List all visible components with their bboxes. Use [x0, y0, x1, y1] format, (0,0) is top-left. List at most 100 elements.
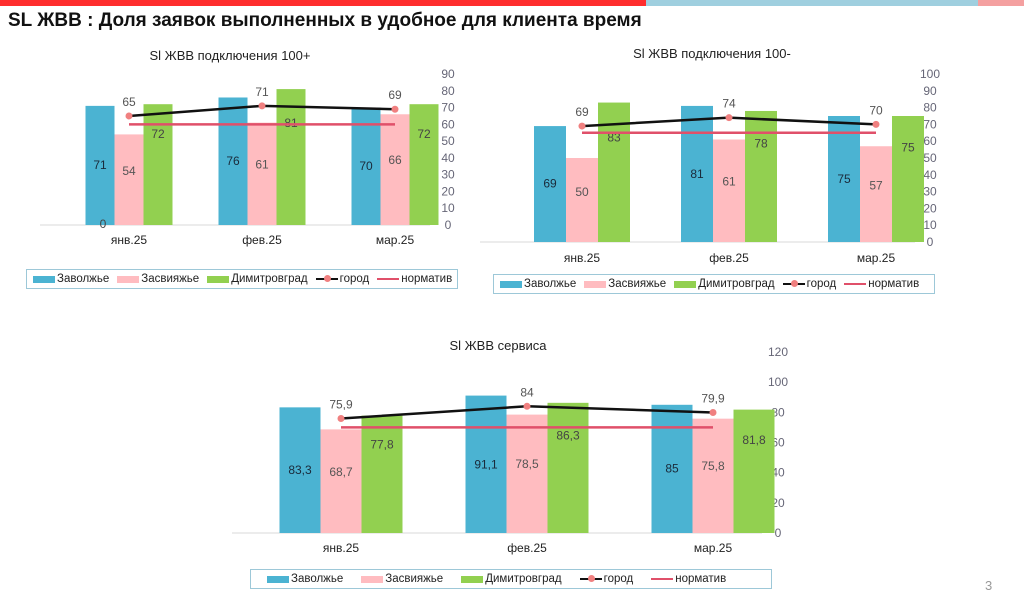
accent-red	[0, 0, 646, 6]
bar-zavolzhye	[351, 107, 381, 225]
legend-label: Димитровград	[485, 573, 562, 585]
y-tick-label: 70	[441, 101, 455, 115]
gorod-marker	[709, 408, 717, 416]
legend-label: Димитровград	[231, 273, 308, 285]
bar-data-label: 81,8	[742, 433, 766, 447]
legend-item-normativ: норматив	[377, 273, 452, 285]
bar-zasviyazhye	[692, 418, 734, 533]
y-tick-label: 30	[441, 168, 455, 182]
legend-line-icon	[651, 578, 674, 580]
legend-label: Заволжье	[524, 278, 577, 290]
y-tick-label: 0	[927, 235, 934, 249]
legend-swatch-icon	[117, 275, 140, 283]
gorod-marker	[125, 112, 133, 120]
bar-zavolzhye	[465, 395, 507, 533]
bar-zasviyazhye	[713, 139, 745, 242]
gorod-marker	[337, 415, 345, 423]
bar-data-label: 69	[543, 177, 557, 191]
y-tick-label: 0	[445, 218, 452, 232]
y-tick-label: 50	[923, 151, 937, 165]
y-tick-label: 80	[923, 101, 937, 115]
legend-swatch-icon	[461, 575, 484, 583]
bar-data-label: 83,3	[288, 463, 312, 477]
bar-zasviyazhye	[247, 122, 277, 225]
y-tick-label: 40	[923, 168, 937, 182]
bar-data-label: 78,5	[515, 457, 539, 471]
y-tick-label: 30	[923, 185, 937, 199]
bar-data-label: 57	[869, 178, 883, 192]
y-tick-label: 0	[775, 526, 782, 540]
legend-swatch-icon	[500, 280, 522, 288]
bar-zasviyazhye	[320, 429, 362, 533]
legend-chart-3: Заволжье Засвияжье Димитровград город нормат…	[250, 569, 772, 589]
gorod-marker	[872, 120, 880, 128]
legend-line-icon	[844, 283, 867, 285]
bar-data-label: 72	[417, 127, 431, 141]
gorod-data-label: 84	[520, 385, 534, 399]
bar-dimitrovgrad	[409, 104, 439, 225]
y-tick-label: 10	[923, 218, 937, 232]
page-number: 3	[985, 578, 993, 593]
bar-data-label: 78	[754, 137, 768, 151]
y-tick-label: 20	[923, 201, 937, 215]
legend-chart-2: Заволжье Засвияжье Димитровград город нормат…	[493, 274, 935, 294]
legend-marker-icon	[587, 575, 595, 582]
bar-data-label: 71	[93, 158, 107, 172]
gorod-data-label: 69	[388, 88, 402, 102]
gorod-marker	[523, 402, 531, 410]
legend-label: норматив	[675, 573, 727, 585]
gorod-data-label: 70	[869, 103, 883, 117]
legend-swatch-icon	[584, 280, 607, 288]
y-tick-label: 10	[441, 201, 455, 215]
legend-item-zavolzhye: Заволжье	[500, 278, 576, 290]
legend-label: норматив	[868, 278, 920, 290]
gorod-data-label: 74	[722, 97, 736, 111]
legend-item-normativ: норматив	[651, 573, 726, 585]
bar-data-label: 75	[837, 172, 851, 186]
bar-zavolzhye	[651, 404, 693, 533]
bar-zasviyazhye	[506, 414, 548, 533]
bar-data-label: 86,3	[556, 428, 580, 442]
y-tick-label: 20	[771, 496, 785, 510]
legend-line-icon	[782, 280, 805, 287]
bar-zavolzhye	[681, 105, 713, 242]
top-accent-bar	[0, 0, 1024, 6]
accent-blue	[646, 0, 978, 6]
bar-data-label: 61	[722, 175, 736, 189]
legend-swatch-icon	[361, 575, 384, 583]
bar-data-label: 70	[359, 159, 373, 173]
legend-item-zasviyazhye: Засвияжье	[361, 573, 443, 585]
gorod-marker	[725, 114, 733, 122]
legend-swatch-icon	[267, 575, 289, 583]
y-tick-label: 40	[441, 151, 455, 165]
y-tick-label: 80	[771, 405, 785, 419]
legend-swatch-icon	[674, 280, 697, 288]
bar-zavolzhye	[828, 116, 860, 242]
x-category-label: янв.25	[111, 233, 148, 247]
bar-data-label: 66	[388, 153, 402, 167]
legend-line-icon	[579, 575, 602, 582]
bar-zasviyazhye	[380, 114, 410, 225]
y-tick-label: 100	[768, 375, 788, 389]
gorod-data-label: 71	[255, 85, 269, 99]
bar-dimitrovgrad	[892, 116, 924, 242]
bar-data-label: 81	[690, 167, 704, 181]
bar-data-label: 61	[255, 158, 269, 172]
x-category-label: янв.25	[564, 251, 601, 265]
bar-dimitrovgrad	[745, 110, 777, 243]
gorod-data-label: 69	[575, 105, 589, 119]
bar-data-label: 50	[575, 185, 589, 199]
x-category-label: мар.25	[694, 541, 733, 555]
legend-marker-icon	[323, 275, 331, 282]
legend-label: Заволжье	[57, 273, 110, 285]
bar-zasviyazhye	[114, 134, 144, 225]
legend-line-icon	[315, 275, 338, 282]
legend-item-gorod: город	[579, 573, 633, 585]
bar-zasviyazhye	[860, 146, 892, 242]
zero-data-label: 0	[100, 217, 107, 231]
legend-line-icon	[377, 278, 400, 280]
bar-dimitrovgrad	[276, 89, 306, 225]
bar-data-label: 54	[122, 164, 136, 178]
bar-data-label: 77,8	[370, 438, 394, 452]
